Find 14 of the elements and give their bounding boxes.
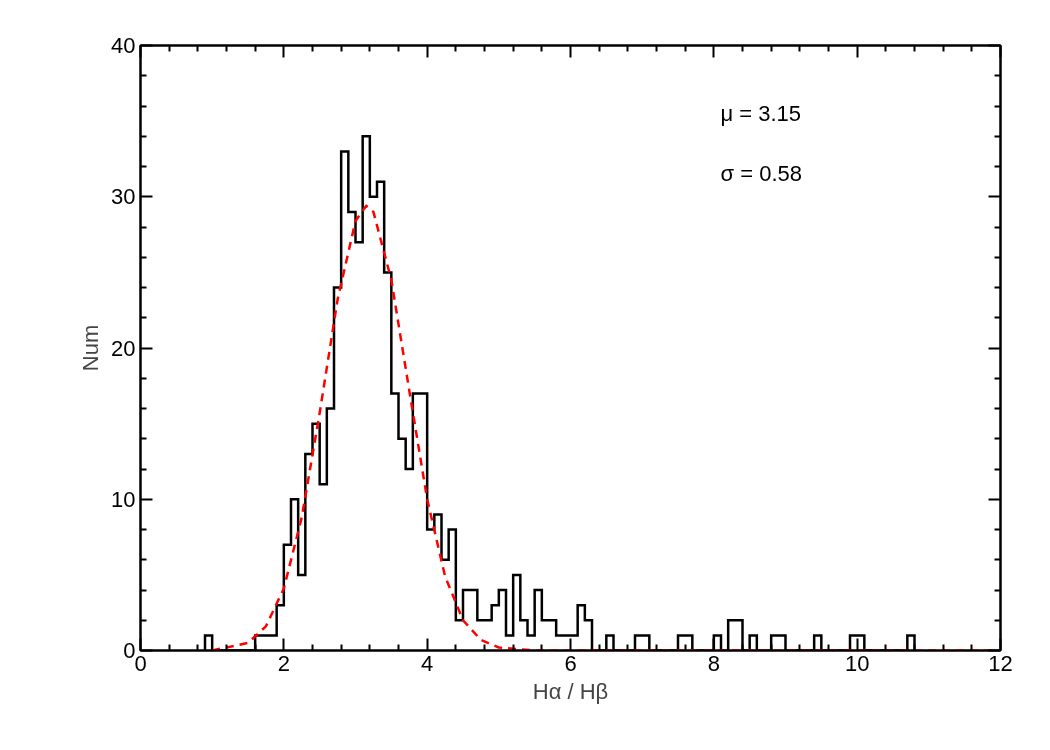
y-tick-label: 30	[111, 184, 136, 210]
x-tick-label: 6	[564, 650, 577, 676]
y-tick-label: 40	[111, 33, 136, 58]
y-tick-label: 10	[111, 486, 136, 512]
x-tick-label: 2	[277, 650, 290, 676]
x-tick-label: 4	[421, 650, 434, 676]
annotation: σ = 0.58	[720, 160, 802, 186]
x-tick-label: 10	[844, 650, 870, 676]
x-tick-label: 12	[988, 650, 1013, 676]
y-axis-title: Num	[78, 324, 104, 372]
y-tick-label: 20	[111, 335, 136, 361]
annotation: μ = 3.15	[720, 100, 802, 126]
x-tick-label: 8	[707, 650, 720, 676]
x-axis-title: Hα / Hβ	[532, 678, 609, 704]
